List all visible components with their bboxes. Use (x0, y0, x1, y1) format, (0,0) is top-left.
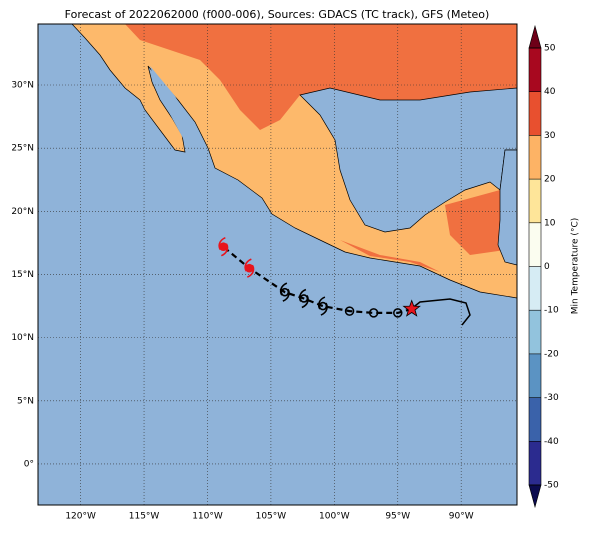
cyclone-eye (220, 243, 227, 250)
y-tick-label: 20°N (11, 207, 34, 217)
cyclone-symbol (298, 288, 309, 309)
x-tick-label: 95°W (385, 512, 410, 522)
cyclone-eye (246, 265, 253, 272)
colorbar-segment (529, 310, 541, 354)
gulf-of-california (150, 66, 212, 166)
colorbar-tick-label: 20 (544, 175, 556, 185)
colorbar-tick-label: -10 (544, 306, 559, 316)
colorbar-tick-label: -50 (544, 481, 559, 491)
land-warm (125, 24, 517, 130)
cyclone-symbol (317, 296, 328, 316)
map-frame (37, 23, 518, 506)
colorbar-tick-label: 40 (544, 87, 556, 97)
colorbar-segment (529, 48, 541, 92)
track-point (393, 308, 403, 318)
y-tick-label: 15°N (11, 270, 34, 280)
track-point (344, 306, 355, 316)
x-tick-label: 100°W (319, 512, 350, 522)
caribbean-sea (497, 149, 517, 266)
colorbar-segment (529, 353, 541, 398)
map-area (38, 24, 517, 505)
colorbar-tick-label: -20 (544, 349, 559, 359)
y-tick-label: 25°N (11, 144, 34, 154)
colorbar-segment (529, 222, 541, 267)
cyclone-symbol (279, 282, 290, 302)
colorbar-segment (529, 397, 541, 442)
colorbar-segment (529, 179, 541, 223)
y-tick-label: 0° (24, 459, 34, 469)
colorbar-label: Min Temperature (°C) (571, 218, 581, 315)
map-title: Forecast of 2022062000 (f000-006), Sourc… (65, 8, 490, 21)
cyclone-symbol (244, 258, 255, 278)
colorbar-tick-label: 30 (544, 131, 556, 141)
colorbar: -50 -40 -30 -20 -10 0 10 20 30 40 50 (528, 24, 559, 509)
track-line (222, 245, 412, 314)
axes: 120°W 115°W 110°W 105°W 100°W 95°W 90°W 0° 5°N 10… (11, 81, 473, 522)
y-tick-label: 30°N (11, 81, 34, 91)
colorbar-segment (529, 266, 541, 311)
colorbar-segment (529, 135, 541, 180)
land-warm (340, 190, 505, 272)
x-tick-label: 120°W (65, 512, 96, 522)
colorbar-tick-label: 0 (544, 262, 550, 272)
x-tick-label: 115°W (129, 512, 160, 522)
colorbar-segment (529, 441, 541, 485)
colorbar-tick-label: -30 (544, 393, 559, 403)
x-tick-label: 90°W (449, 512, 474, 522)
storm-track (218, 236, 421, 318)
colorbar-tick-label: 50 (544, 44, 556, 54)
y-tick-label: 10°N (11, 333, 34, 343)
y-tick-label: 5°N (17, 396, 34, 406)
graticule (38, 24, 517, 505)
colorbar-segment (529, 91, 541, 136)
track-star (402, 299, 421, 317)
past-track (410, 298, 471, 326)
x-tick-label: 110°W (192, 512, 223, 522)
cyclone-symbol (218, 236, 229, 257)
colorbar-tick-label: -40 (544, 437, 559, 447)
colorbar-under (528, 484, 542, 509)
x-tick-label: 105°W (256, 512, 287, 522)
colorbar-tick-label: 10 (544, 218, 556, 228)
colorbar-over (528, 24, 542, 49)
track-point (368, 308, 379, 318)
gulf-of-mexico (299, 87, 517, 233)
